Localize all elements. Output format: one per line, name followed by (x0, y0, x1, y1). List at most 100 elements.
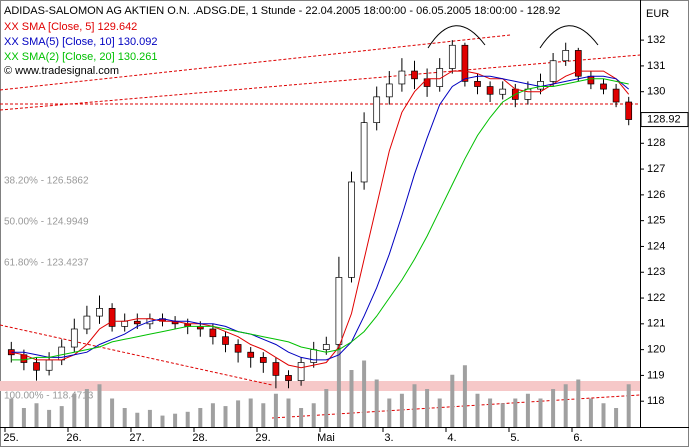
candle-body (448, 44, 456, 69)
candle-body (108, 308, 116, 327)
y-tick-label: 118 (647, 395, 665, 407)
currency: EUR (646, 8, 669, 20)
pattern-arc (539, 25, 599, 49)
trend-line (0, 34, 511, 91)
y-tick-label: 128 (647, 137, 665, 149)
volume-bar (261, 403, 266, 427)
candle-body (461, 44, 469, 82)
y-tick-label: 120 (647, 344, 665, 356)
volume-bar (47, 409, 52, 427)
volume-bar (299, 408, 304, 427)
candle-body (322, 344, 330, 350)
y-tick-label: 124 (647, 240, 665, 252)
x-tick-label: 25. (3, 432, 18, 444)
fib-label: 61.80% - 123.4237 (4, 258, 89, 269)
candle-body (549, 60, 557, 82)
credit: © www.tradesignal.com (4, 65, 119, 77)
volume-bar (198, 408, 203, 427)
volume-bar (21, 408, 26, 427)
fib-band (0, 381, 640, 391)
volume-bar (412, 384, 417, 427)
y-tick-label: 126 (647, 189, 665, 201)
volume-bar (450, 374, 455, 427)
candle-body (537, 81, 544, 90)
volume-bar (286, 398, 291, 427)
volume-bar (387, 398, 392, 427)
volume-bar (336, 341, 341, 427)
candle-body (423, 78, 431, 87)
x-tick-label: 3. (384, 432, 393, 444)
x-tick-label: 29. (255, 432, 270, 444)
volume-bar (551, 389, 556, 427)
candle-body (348, 181, 355, 278)
sma-line (11, 75, 630, 361)
volume-bar (122, 408, 127, 427)
volume-bar (273, 393, 278, 427)
volume-bar (362, 360, 367, 427)
candle-body (562, 50, 570, 62)
fib-label: 38.20% - 126.5862 (4, 176, 89, 187)
volume-bar (311, 403, 316, 427)
candle-body (272, 362, 280, 376)
volume-bar (34, 403, 39, 427)
candle-body (121, 320, 129, 327)
volume-bar (72, 393, 77, 427)
volume-bar (513, 398, 518, 427)
pattern-arc (427, 25, 486, 49)
candle-body (96, 308, 103, 317)
volume-bar (223, 406, 228, 427)
volume-bar (147, 409, 152, 427)
y-tick-label: 130 (647, 86, 665, 98)
fib-label: 100.00% - 118.4713 (4, 391, 94, 402)
x-tick-label: Mai (317, 432, 335, 444)
volume-bar (374, 379, 379, 427)
candle-body (222, 336, 229, 345)
x-tick-label: 28. (192, 432, 207, 444)
sma-line (11, 78, 629, 361)
volume-bar (185, 411, 190, 427)
candle-body (574, 50, 582, 77)
trend-line (0, 54, 641, 111)
volume-bar (626, 384, 631, 427)
y-tick-label: 123 (647, 266, 665, 278)
candle-body (259, 357, 267, 363)
candle-body (385, 83, 393, 98)
volume-bar (614, 408, 619, 427)
volume-bar (462, 365, 467, 427)
candle-body (486, 86, 494, 95)
candle-body (70, 328, 78, 348)
volume-bar (563, 384, 568, 427)
candle-body (209, 328, 217, 338)
x-tick-label: 26. (66, 432, 81, 444)
candle-body (335, 277, 343, 345)
volume-bar (576, 379, 581, 427)
sma-line (11, 70, 630, 369)
y-tick-label: 121 (647, 318, 665, 330)
x-tick-label: 27. (129, 432, 144, 444)
candle-body (360, 122, 368, 183)
volume-bar (84, 389, 89, 427)
y-tick-label: 132 (647, 34, 665, 46)
candle-body (310, 349, 318, 363)
volume-bar (525, 393, 530, 427)
chart-title: ADIDAS-SALOMON AG AKTIEN O.N. .ADSG.DE, … (4, 5, 560, 17)
candle-body (587, 75, 595, 85)
legend-entry: XX SMA(5) [Close, 10] 130.092 (4, 36, 157, 48)
volume-bar (349, 370, 354, 427)
volume-bar (97, 384, 102, 427)
y-tick-label: 127 (647, 163, 665, 175)
candle-body (133, 320, 141, 325)
volume-bar (488, 398, 493, 427)
candle-body (234, 344, 242, 353)
candle-body (474, 81, 481, 87)
volume-bar (160, 415, 165, 427)
y-tick-label: 119 (647, 369, 665, 381)
x-tick-label: 5. (510, 432, 519, 444)
candle-body (612, 88, 620, 103)
candle-body (285, 375, 292, 381)
y-tick-label: 131 (647, 60, 665, 72)
candle-body (411, 70, 418, 80)
candle-body (600, 83, 607, 90)
